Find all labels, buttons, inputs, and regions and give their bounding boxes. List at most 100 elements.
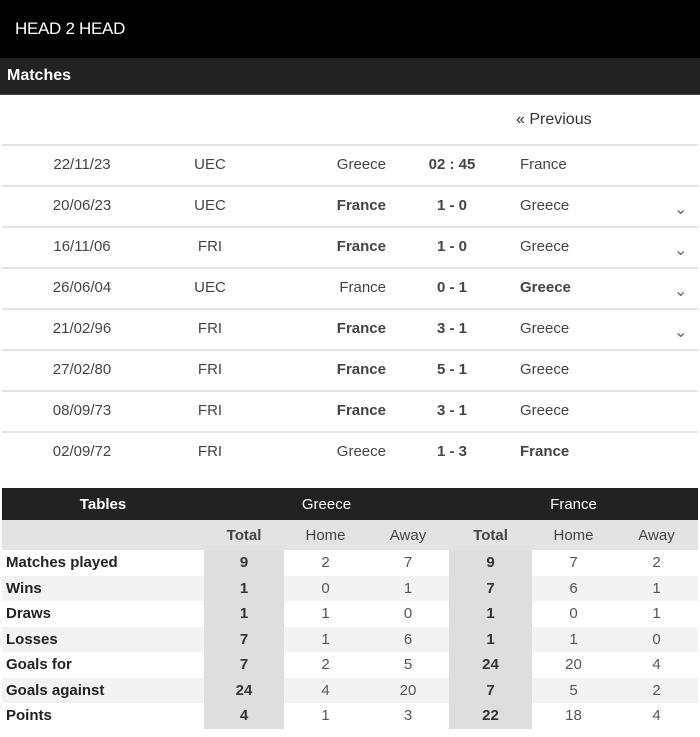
pagination-row: « Previous	[0, 95, 700, 144]
match-row: 27/02/80 FRI France 5 - 1 Greece	[2, 349, 698, 390]
home-team: France	[336, 361, 386, 378]
stat-value: 22	[449, 703, 532, 729]
stat-value: 4	[204, 703, 284, 729]
stat-label: Wins	[6, 579, 42, 597]
away-team: Greece	[520, 279, 571, 296]
match-score: 0 - 1	[436, 279, 467, 296]
home-team: France	[336, 402, 386, 419]
match-date: 20/06/23	[52, 197, 112, 214]
empty-header-cell	[2, 520, 204, 550]
match-date: 27/02/80	[52, 361, 112, 378]
match-row[interactable]: 20/06/23 UEC France 1 - 0 Greece ⌄	[2, 185, 698, 226]
stat-value: 6	[569, 579, 578, 597]
home-team: France	[339, 279, 386, 296]
column-header-total: Total	[226, 526, 262, 544]
stat-value: 1	[204, 601, 284, 627]
stats-row: Goals for 7 2 5 24 20 4	[2, 652, 698, 678]
match-score: 5 - 1	[436, 361, 467, 378]
match-row[interactable]: 16/11/06 FRI France 1 - 0 Greece ⌄	[2, 226, 698, 267]
match-date: 02/09/72	[52, 443, 112, 460]
chevron-down-icon[interactable]: ⌄	[674, 283, 688, 300]
match-competition: FRI	[197, 361, 223, 378]
previous-link[interactable]: « Previous	[516, 111, 592, 128]
match-date: 22/11/23	[53, 156, 111, 173]
stat-value: 24	[449, 652, 532, 678]
stats-row: Matches played 9 2 7 9 7 2	[2, 550, 698, 576]
matches-title: Matches	[7, 67, 72, 84]
away-team: Greece	[520, 402, 570, 419]
team-france-header: France	[550, 495, 597, 513]
stats-row: Goals against 24 4 20 7 5 2	[2, 677, 698, 703]
stat-value: 0	[321, 579, 330, 597]
stat-value: 0	[652, 630, 661, 648]
stat-value: 24	[204, 677, 284, 703]
match-row: 22/11/23 UEC Greece 02 : 45 France	[2, 144, 698, 185]
home-team: France	[336, 320, 386, 337]
stat-value: 1	[652, 579, 661, 597]
page-title: HEAD 2 HEAD	[15, 19, 126, 38]
stat-value: 1	[321, 630, 330, 648]
stat-value: 1	[449, 601, 532, 627]
match-score: 1 - 3	[436, 443, 467, 460]
column-header-total: Total	[473, 526, 508, 544]
stat-value: 1	[449, 626, 532, 652]
stats-row: Points 4 1 3 22 18 4	[2, 703, 698, 729]
stat-value: 0	[569, 605, 578, 623]
home-team: Greece	[336, 443, 386, 460]
stat-value: 1	[321, 605, 330, 623]
stat-label: Goals against	[6, 681, 105, 699]
match-row: 08/09/73 FRI France 3 - 1 Greece	[2, 390, 698, 431]
stat-label: Losses	[6, 630, 58, 648]
stat-value: 1	[321, 707, 330, 725]
match-score: 1 - 0	[436, 238, 467, 255]
stat-label: Draws	[6, 605, 52, 623]
match-date: 16/11/06	[53, 238, 111, 255]
match-score: 3 - 1	[436, 402, 467, 419]
stat-value: 7	[449, 677, 532, 703]
stat-value: 2	[652, 554, 661, 572]
match-competition: UEC	[194, 197, 226, 214]
stat-label: Matches played	[6, 554, 118, 572]
stat-value: 7	[569, 554, 578, 572]
match-row[interactable]: 21/02/96 FRI France 3 - 1 Greece ⌄	[2, 308, 698, 349]
chevron-down-icon[interactable]: ⌄	[674, 242, 688, 259]
match-score: 3 - 1	[436, 320, 467, 337]
away-team: Greece	[520, 320, 570, 337]
column-header-away: Away	[389, 526, 427, 544]
stat-value: 7	[204, 626, 284, 652]
match-row: 02/09/72 FRI Greece 1 - 3 France	[2, 431, 698, 472]
stat-value: 9	[449, 550, 532, 576]
stat-value: 5	[569, 681, 578, 699]
match-date: 26/06/04	[52, 279, 112, 296]
match-competition: FRI	[197, 320, 223, 337]
stat-value: 2	[652, 681, 661, 699]
stat-value: 1	[569, 630, 578, 648]
away-team: Greece	[520, 197, 570, 214]
stat-value: 7	[449, 575, 532, 601]
stat-value: 3	[403, 707, 413, 725]
stat-value: 0	[403, 605, 413, 623]
stats-row: Wins 1 0 1 7 6 1	[2, 575, 698, 601]
chevron-down-icon[interactable]: ⌄	[674, 201, 688, 218]
home-team: France	[336, 238, 386, 255]
stats-team-header: Tables Greece France	[2, 488, 698, 520]
stat-value: 4	[652, 707, 661, 725]
column-header-away: Away	[638, 526, 675, 544]
matches-list: 22/11/23 UEC Greece 02 : 45 France 20/06/23 UE…	[2, 144, 698, 472]
head-to-head-header: HEAD 2 HEAD	[0, 0, 700, 58]
away-team: France	[520, 156, 567, 173]
match-row[interactable]: 26/06/04 UEC France 0 - 1 Greece ⌄	[2, 267, 698, 308]
stat-value: 18	[565, 707, 582, 725]
stat-value: 20	[399, 681, 417, 699]
stats-column-header: Total Home Away Total Home Away	[2, 520, 698, 550]
match-competition: UEC	[194, 279, 226, 296]
matches-section-header: Matches	[0, 58, 700, 95]
stat-value: 4	[652, 656, 661, 674]
match-competition: FRI	[197, 238, 223, 255]
column-header-home: Home	[553, 526, 594, 544]
match-competition: FRI	[197, 402, 223, 419]
stat-value: 4	[321, 681, 330, 699]
away-team: Greece	[520, 361, 570, 378]
stat-label: Goals for	[6, 656, 72, 674]
chevron-down-icon[interactable]: ⌄	[674, 324, 688, 341]
